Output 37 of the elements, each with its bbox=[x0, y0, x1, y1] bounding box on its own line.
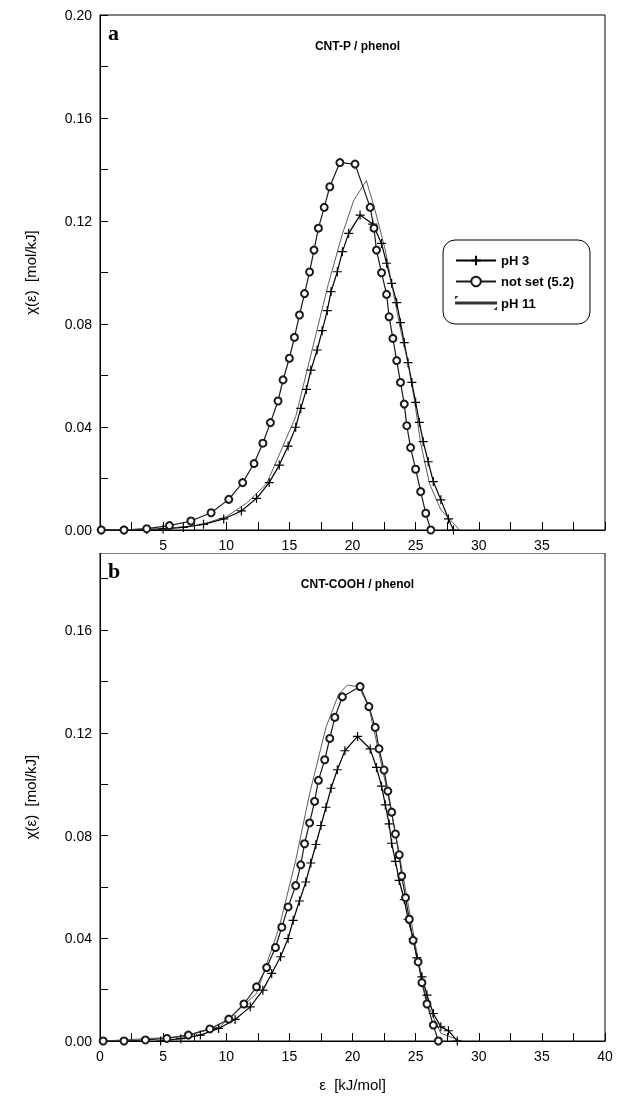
x-axis-title: ε [kJ/mol] bbox=[319, 1076, 386, 1093]
y-tick-label: 0.12 bbox=[64, 213, 93, 229]
y-tick-label: 0.04 bbox=[64, 930, 93, 947]
y-tick-label: 0.12 bbox=[64, 724, 93, 741]
x-tick-label: 20 bbox=[344, 1048, 361, 1064]
x-tick-label: 5 bbox=[159, 1048, 168, 1064]
x-tick-label: 20 bbox=[344, 537, 361, 553]
y-tick-label: 0.08 bbox=[64, 316, 93, 332]
y-tick-label: 0.16 bbox=[64, 622, 93, 639]
legend-label: pH 11 bbox=[501, 295, 536, 311]
legend-label: pH 3 bbox=[501, 253, 530, 268]
y-axis-title: χ(ε) [mol/kJ] bbox=[22, 754, 39, 840]
x-tick-label: 25 bbox=[407, 537, 424, 553]
x-tick-label: 35 bbox=[534, 1048, 550, 1064]
x-tick-label: 0 bbox=[96, 1048, 105, 1064]
annotation: a bbox=[108, 19, 119, 45]
x-tick-label: 10 bbox=[218, 1048, 235, 1064]
x-tick-label: 40 bbox=[597, 1048, 613, 1064]
y-tick-label: 0.20 bbox=[64, 7, 93, 23]
legend-label: not set (5.2) bbox=[501, 274, 575, 289]
x-tick-label: 25 bbox=[407, 1048, 424, 1064]
x-tick-label: 15 bbox=[281, 537, 298, 553]
x-tick-label: 10 bbox=[218, 537, 235, 553]
y-tick-label: 0.04 bbox=[64, 419, 93, 435]
x-tick-label: 30 bbox=[470, 1048, 487, 1064]
x-tick-label: 30 bbox=[470, 537, 487, 553]
x-tick-label: 35 bbox=[534, 537, 550, 553]
y-tick-label: 0.00 bbox=[64, 1033, 93, 1049]
y-tick-label: 0.08 bbox=[64, 827, 93, 844]
x-tick-label: 5 bbox=[159, 537, 168, 553]
annotation: b bbox=[108, 557, 121, 583]
x-tick-label: 15 bbox=[281, 1048, 298, 1064]
text: CNT-P / phenol bbox=[314, 39, 401, 53]
y-axis-title: χ(ε) [mol/kJ] bbox=[22, 230, 39, 315]
y-tick-label: 0.00 bbox=[64, 522, 93, 538]
y-tick-label: 0.16 bbox=[64, 110, 93, 126]
text: CNT-COOH / phenol bbox=[300, 577, 415, 591]
